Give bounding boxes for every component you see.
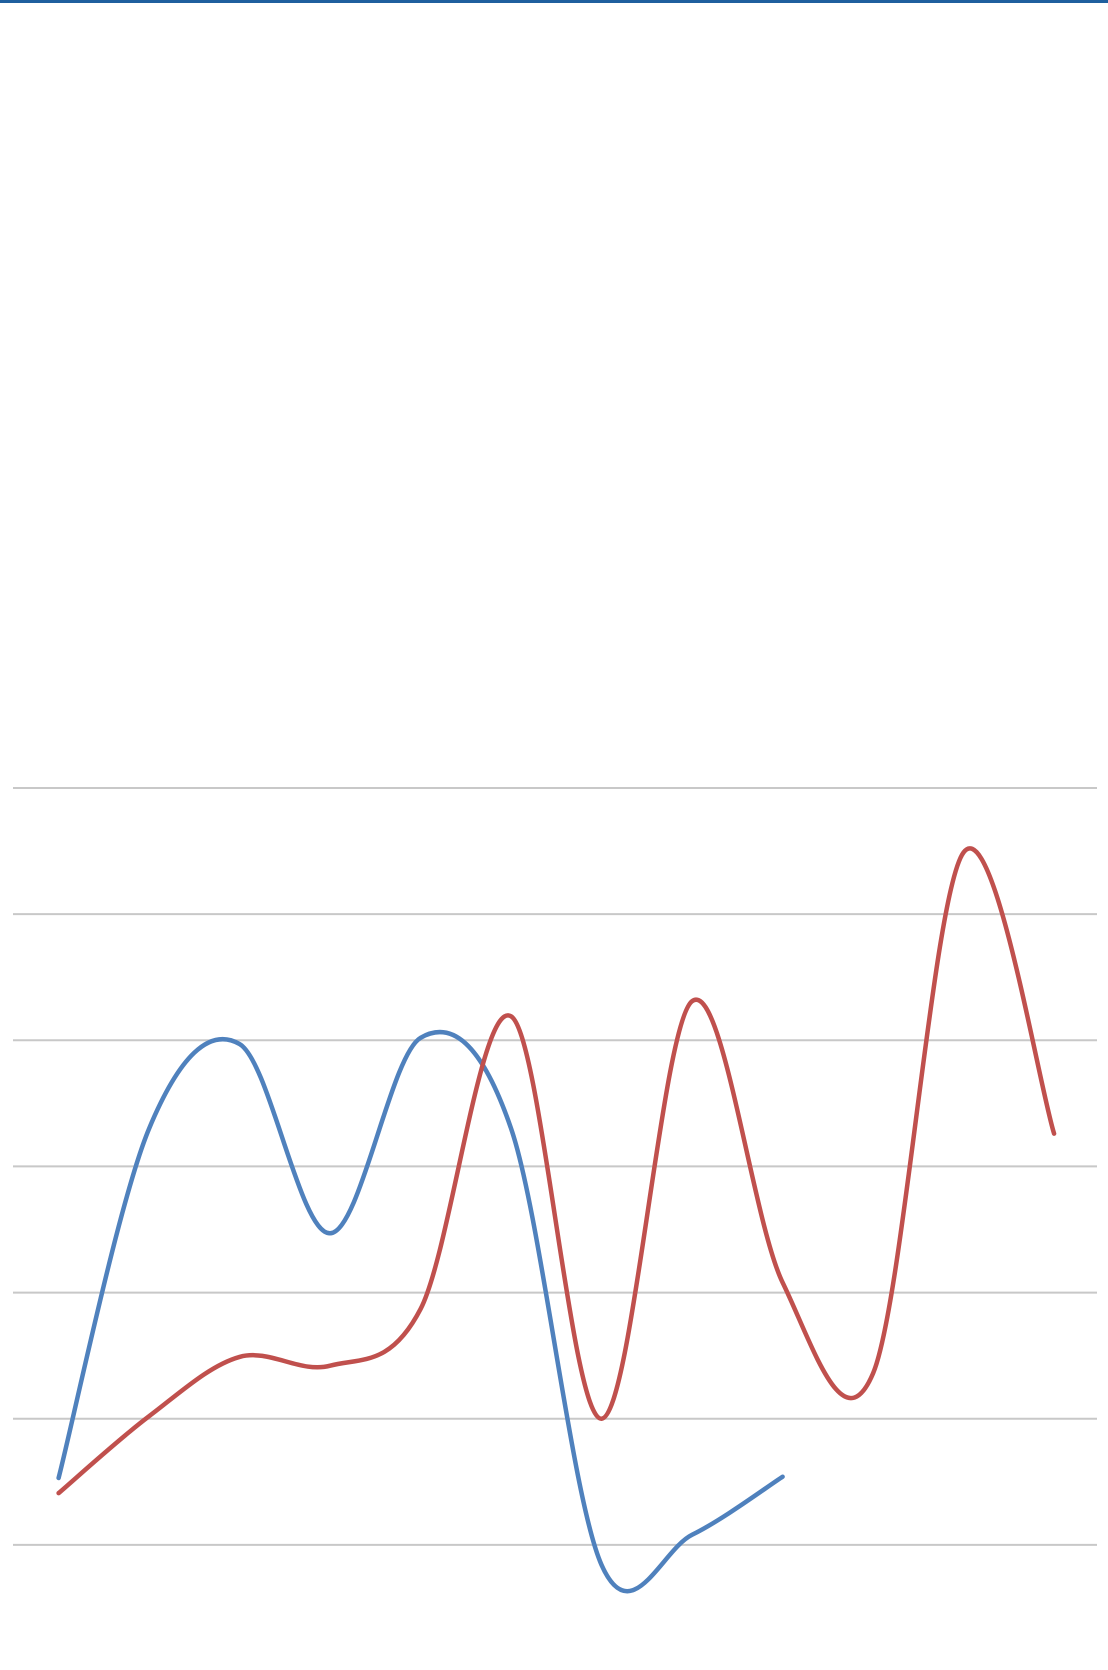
series-line (56, 1029, 785, 1594)
series-line (56, 846, 1057, 1496)
header-border (0, 0, 1108, 3)
